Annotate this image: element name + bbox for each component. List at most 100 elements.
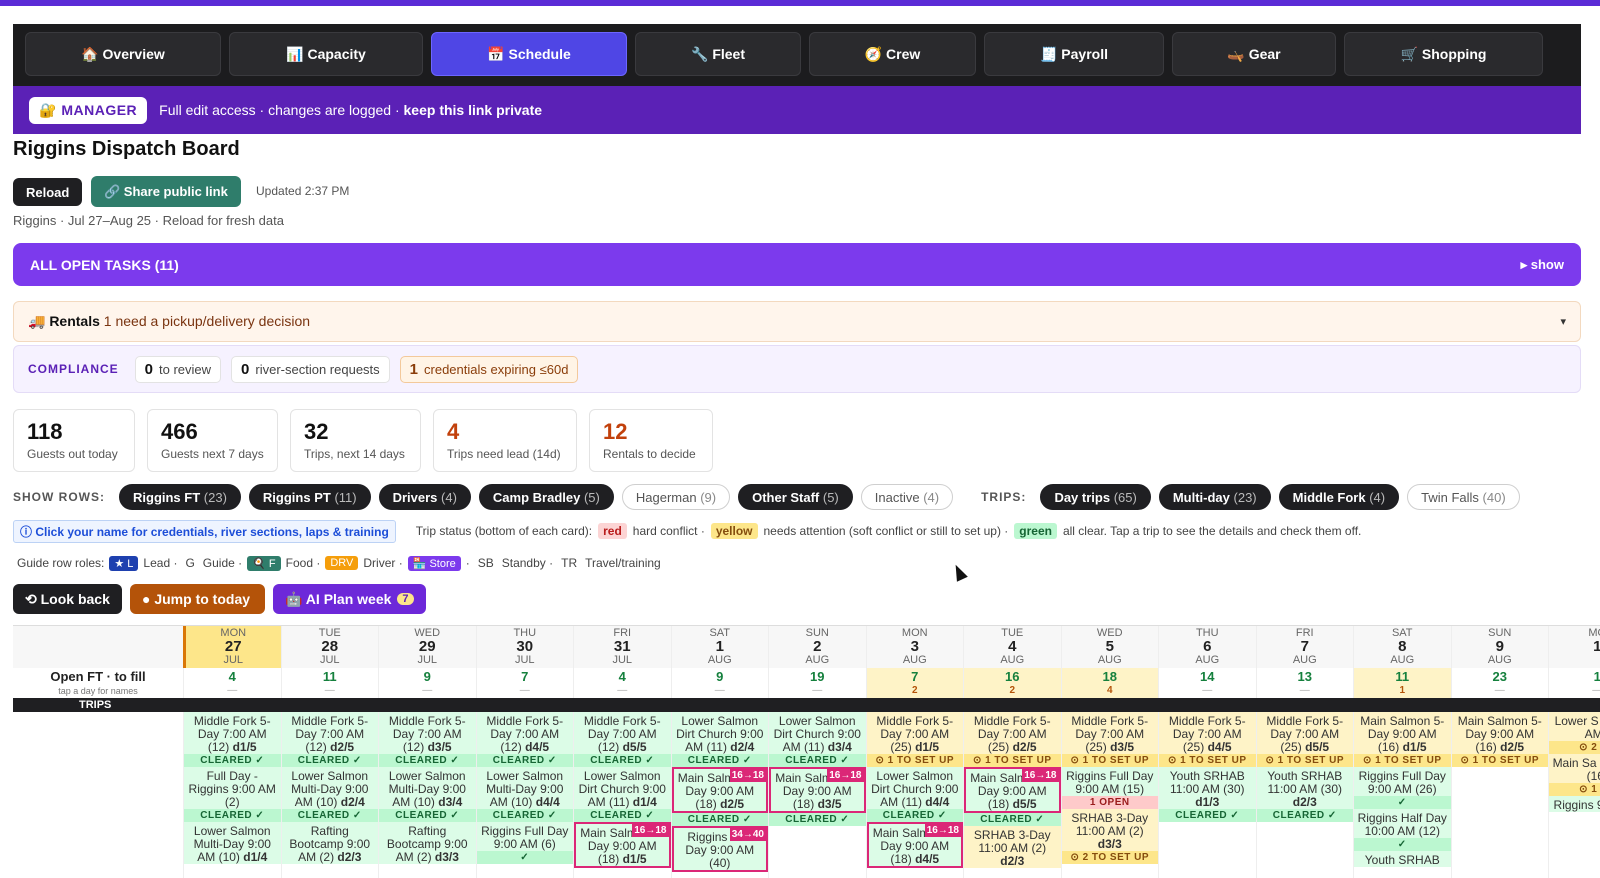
open-ft-cell[interactable]: 4— <box>573 668 671 698</box>
trip-card[interactable]: Lower Salmon Multi-Day 9:00 AM (10) d3/4 <box>379 767 476 809</box>
trip-card[interactable]: Main Salmon 5-Day 9:00 AM (16) d2/5 <box>1451 712 1548 754</box>
filter-hagerman[interactable]: Hagerman (9) <box>621 484 731 510</box>
trip-card[interactable]: Lower Salmon Multi-Day 9:00 AM (10) d2/4 <box>281 767 378 809</box>
trip-card[interactable]: Rafting Bootcamp 9:00 AM (2) d3/3 <box>379 822 476 864</box>
trip-card[interactable]: Lower Salmon Dirt Church 9:00 AM (11) d2… <box>671 712 768 754</box>
day-header[interactable]: TUE 4 AUG <box>963 626 1061 668</box>
trip-card[interactable]: Middle Fork 5-Day 7:00 AM (12) d5/5 <box>574 712 671 754</box>
trip-card[interactable]: Main Salmon 5-Day 9:00 AM (18) d3/5 16→18 <box>769 767 866 813</box>
share-public-link-button[interactable]: 🔗 Share public link <box>91 176 241 207</box>
trip-card[interactable]: Riggins Half Day 9:00 AM (40) 34→40 <box>671 826 768 872</box>
filter-multi-day[interactable]: Multi-day (23) <box>1158 484 1271 510</box>
open-ft-cell[interactable]: 19— <box>768 668 866 698</box>
trip-card[interactable]: Main Sa 5-Day 9 (16) <box>1549 754 1600 783</box>
trip-card[interactable]: Riggins 9:00 AM <box>1549 796 1600 812</box>
open-ft-cell[interactable]: 7— <box>475 668 574 698</box>
day-header[interactable]: WED 5 AUG <box>1060 626 1158 668</box>
trip-card[interactable]: Middle Fork 5-Day 7:00 AM (12) d1/5 <box>184 712 281 754</box>
trip-card[interactable]: Main Salmon 5-Day 9:00 AM (18) d1/5 16→18 <box>574 822 671 868</box>
tab-payroll[interactable]: 🧾 Payroll <box>984 32 1164 76</box>
open-ft-cell[interactable]: 13— <box>1255 668 1354 698</box>
filter-camp-bradley[interactable]: Camp Bradley (5) <box>478 484 614 510</box>
trip-card[interactable]: Middle Fork 5-Day 7:00 AM (25) d4/5 <box>1159 712 1256 754</box>
day-header[interactable]: FRI 31 JUL <box>573 626 671 668</box>
filter-other-staff[interactable]: Other Staff (5) <box>738 484 853 510</box>
tab-overview[interactable]: 🏠 Overview <box>25 32 221 76</box>
open-ft-cell[interactable]: 9— <box>670 668 769 698</box>
trip-card[interactable]: Main Salmon 5-Day 9:00 AM (16) d1/5 <box>1354 712 1451 754</box>
trip-card[interactable]: Youth SRHAB <box>1354 851 1451 867</box>
trip-card[interactable]: Main Salmon 5-Day 9:00 AM (18) d4/5 16→18 <box>866 822 963 868</box>
filter-riggins-pt[interactable]: Riggins PT (11) <box>248 484 371 510</box>
trip-card[interactable]: SRHAB 3-Day 11:00 AM (2) d2/3 <box>964 826 1061 868</box>
trip-card[interactable]: Youth SRHAB 11:00 AM (30) d2/3 <box>1256 767 1353 809</box>
stat-rentals[interactable]: 12 Rentals to decide <box>589 409 713 472</box>
open-ft-row-label[interactable]: Open FT · to fill tap a day for names <box>13 668 183 698</box>
day-header[interactable]: MON 3 AUG <box>865 626 963 668</box>
filter-riggins-ft[interactable]: Riggins FT (23) <box>119 484 241 510</box>
trip-card[interactable]: Middle Fork 5-Day 7:00 AM (25) d1/5 <box>866 712 963 754</box>
day-header[interactable]: SUN 2 AUG <box>768 626 866 668</box>
compliance-river-requests[interactable]: 0 river-section requests <box>231 355 390 383</box>
trip-card[interactable]: Lower Salmon Dirt Church 9:00 AM (11) d3… <box>769 712 866 754</box>
open-ft-cell[interactable]: 1— <box>1548 668 1600 698</box>
day-header[interactable]: THU 6 AUG <box>1158 626 1256 668</box>
open-ft-cell[interactable]: 11 1 <box>1353 668 1451 698</box>
open-ft-cell[interactable]: 16 2 <box>963 668 1061 698</box>
ai-plan-week-button[interactable]: 🤖 AI Plan week 7 <box>273 584 426 614</box>
credentials-hint[interactable]: ⓘ Click your name for credentials, river… <box>13 519 396 543</box>
open-tasks-panel[interactable]: ALL OPEN TASKS (11) ▸ show <box>13 243 1581 286</box>
trip-card[interactable]: Middle Fork 5-Day 7:00 AM (12) d4/5 <box>476 712 573 754</box>
trip-card[interactable]: Main Salmon 5-Day 9:00 AM (18) d5/5 16→18 <box>964 767 1061 813</box>
trip-card[interactable]: Middle Fork 5-Day 7:00 AM (25) d2/5 <box>964 712 1061 754</box>
day-header[interactable]: SAT 8 AUG <box>1353 626 1451 668</box>
tab-shopping[interactable]: 🛒 Shopping <box>1344 32 1543 76</box>
day-header[interactable]: WED 29 JUL <box>378 626 476 668</box>
tab-fleet[interactable]: 🔧 Fleet <box>635 32 801 76</box>
tab-crew[interactable]: 🧭 Crew <box>809 32 976 76</box>
day-header[interactable]: TUE 28 JUL <box>280 626 378 668</box>
filter-middle-fork[interactable]: Middle Fork (4) <box>1278 484 1400 510</box>
trip-card[interactable]: Riggins Half Day 10:00 AM (12) <box>1354 809 1451 838</box>
filter-inactive[interactable]: Inactive (4) <box>860 484 954 510</box>
trip-card[interactable]: Full Day - Riggins 9:00 AM (2) <box>184 767 281 809</box>
trip-card[interactable]: Youth SRHAB 11:00 AM (30) d1/3 <box>1159 767 1256 809</box>
open-ft-cell[interactable]: 11— <box>280 668 379 698</box>
filter-twin-falls[interactable]: Twin Falls (40) <box>1407 484 1520 510</box>
jump-to-today-button[interactable]: ● Jump to today <box>130 584 265 614</box>
trip-card[interactable]: Middle Fork 5-Day 7:00 AM (12) d2/5 <box>281 712 378 754</box>
rentals-panel[interactable]: 🚚 Rentals 1 need a pickup/delivery decis… <box>13 301 1581 342</box>
tab-gear[interactable]: 🛶 Gear <box>1172 32 1336 76</box>
open-ft-cell[interactable]: 4— <box>183 668 281 698</box>
trip-card[interactable]: SRHAB 3-Day 11:00 AM (2) d3/3 <box>1061 809 1158 851</box>
tab-capacity[interactable]: 📊 Capacity <box>229 32 423 76</box>
trip-card[interactable]: Riggins Full Day 9:00 AM (26) <box>1354 767 1451 796</box>
day-header[interactable]: MON 27 JUL <box>183 626 281 668</box>
trip-card[interactable]: Lower Salmon Dirt Church 9:00 AM (11) d4… <box>866 767 963 809</box>
filter-day-trips[interactable]: Day trips (65) <box>1040 484 1151 510</box>
day-header[interactable]: THU 30 JUL <box>475 626 573 668</box>
trip-card[interactable]: Lower Salmon Dirt Church 9:00 AM (11) d1… <box>574 767 671 809</box>
open-ft-cell[interactable]: 18 4 <box>1060 668 1158 698</box>
open-ft-cell[interactable]: 23— <box>1450 668 1549 698</box>
compliance-expiring[interactable]: 1 credentials expiring ≤60d <box>399 355 579 383</box>
show-tasks-toggle[interactable]: ▸ show <box>1520 256 1564 272</box>
filter-drivers[interactable]: Drivers (4) <box>378 484 471 510</box>
trip-card[interactable]: Riggins Full Day 9:00 AM (15) <box>1061 767 1158 796</box>
trip-card[interactable]: Main Salmon 5-Day 9:00 AM (18) d2/5 16→18 <box>671 767 768 813</box>
reload-button[interactable]: Reload <box>13 178 83 206</box>
day-header[interactable]: FRI 7 AUG <box>1255 626 1353 668</box>
open-ft-cell[interactable]: 9— <box>378 668 476 698</box>
trip-card[interactable]: Middle Fork 5-Day 7:00 AM (12) d3/5 <box>379 712 476 754</box>
trip-card[interactable]: Lower Salmon Multi-Day 9:00 AM (10) d1/4 <box>184 822 281 864</box>
trip-card[interactable]: Middle Fork 5-Day 7:00 AM (25) d5/5 <box>1256 712 1353 754</box>
trip-card[interactable]: Middle Fork 5-Day 7:00 AM (25) d3/5 <box>1061 712 1158 754</box>
trip-card[interactable]: Riggins Full Day 9:00 AM (6) <box>476 822 573 851</box>
open-ft-cell[interactable]: 14— <box>1158 668 1256 698</box>
trip-card[interactable]: Lower S Multi-D AM ( <box>1549 712 1600 741</box>
day-header[interactable]: MO1 <box>1548 626 1600 668</box>
tab-schedule[interactable]: 📅 Schedule <box>431 32 627 76</box>
trip-card[interactable]: Rafting Bootcamp 9:00 AM (2) d2/3 <box>281 822 378 864</box>
day-header[interactable]: SUN 9 AUG <box>1450 626 1548 668</box>
